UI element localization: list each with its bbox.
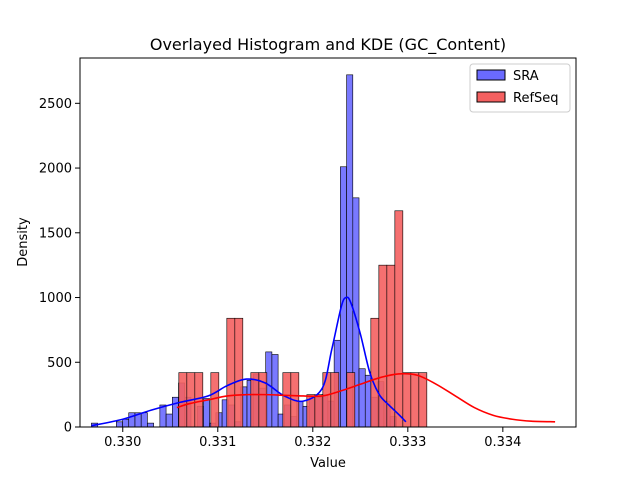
y-tick-label: 1000: [39, 291, 72, 306]
x-axis-ticks: 0.330 0.331 0.332 0.333 0.334: [104, 427, 521, 450]
refseq-bar: [418, 372, 428, 428]
sra-bar: [147, 422, 154, 428]
refseq-bar: [410, 372, 420, 428]
sra-bar: [203, 398, 210, 428]
y-axis-ticks: 0 500 1000 1500 2000 2500: [39, 97, 80, 436]
sra-bar: [122, 418, 130, 428]
refseq-bar: [370, 317, 380, 428]
sra-bar: [140, 412, 148, 428]
x-tick-label: 0.331: [199, 435, 236, 450]
sra-bar: [358, 368, 366, 428]
sra-bar: [116, 421, 123, 428]
refseq-bar: [322, 372, 332, 428]
y-tick-label: 500: [47, 356, 72, 371]
sra-bar: [128, 412, 136, 428]
y-tick-label: 2500: [39, 97, 72, 112]
legend-label-refseq: RefSeq: [513, 91, 559, 106]
refseq-bar: [178, 372, 188, 428]
y-tick-label: 1500: [39, 226, 72, 241]
refseq-bar: [394, 210, 404, 428]
plot-frame: [79, 57, 577, 428]
y-tick-label: 0: [64, 421, 72, 436]
refseq-bar: [314, 394, 324, 428]
sra-bar: [165, 413, 173, 428]
refseq-bar: [346, 372, 356, 428]
sra-bar: [159, 404, 167, 428]
bars-layer: [91, 74, 428, 428]
legend-label-sra: SRA: [513, 69, 539, 84]
sra-kde-line: [91, 296, 407, 427]
refseq-bar: [226, 317, 236, 428]
x-tick-label: 0.330: [104, 435, 141, 450]
refseq-kde-line: [176, 372, 556, 423]
refseq-bar: [234, 317, 244, 428]
refseq-bar: [282, 372, 292, 428]
refseq-bar: [330, 372, 340, 428]
sra-bar: [172, 396, 179, 428]
legend-swatch-sra: [476, 69, 506, 81]
x-tick-label: 0.332: [294, 435, 331, 450]
chart-title: Overlayed Histogram and KDE (GC_Content): [150, 35, 506, 55]
x-axis-label: Value: [310, 456, 346, 471]
y-tick-label: 2000: [39, 162, 72, 177]
legend-swatch-refseq: [476, 91, 506, 103]
refseq-bar: [386, 264, 396, 428]
x-tick-label: 0.334: [484, 435, 521, 450]
legend: SRA RefSeq: [469, 63, 571, 113]
kde-layer: [91, 296, 556, 427]
x-tick-label: 0.333: [389, 435, 426, 450]
y-axis-label: Density: [16, 217, 31, 267]
